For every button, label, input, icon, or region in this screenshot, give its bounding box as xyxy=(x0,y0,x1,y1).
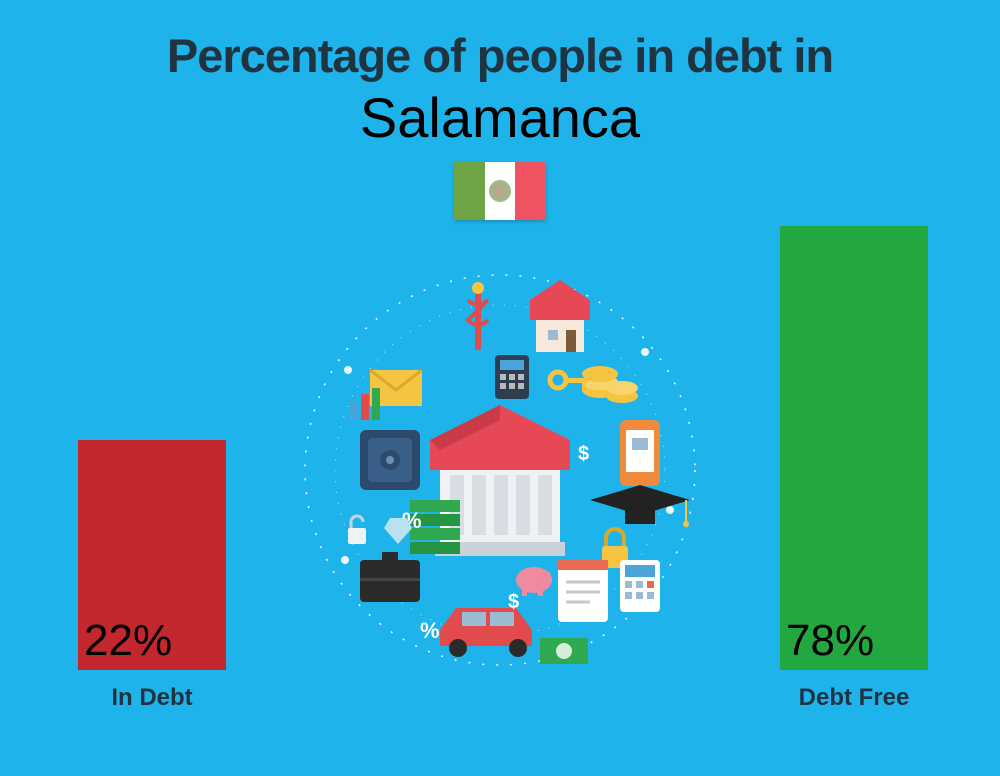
flag-stripe-green xyxy=(454,162,485,220)
bar-value-in-debt: 22% xyxy=(84,616,172,666)
diamond-icon xyxy=(384,518,412,544)
phone-icon xyxy=(620,420,660,486)
safe-icon xyxy=(360,430,420,490)
medical-icon xyxy=(468,282,488,350)
clipboard-icon xyxy=(558,560,608,622)
briefcase-icon xyxy=(360,552,420,602)
flag-emblem xyxy=(489,180,511,202)
grad-cap-icon xyxy=(590,485,690,527)
page-title: Percentage of people in debt in xyxy=(0,0,1000,83)
bar-group-in-debt: 22% In Debt xyxy=(78,440,226,712)
bar-group-debt-free: 78% Debt Free xyxy=(780,226,928,712)
bar-value-debt-free: 78% xyxy=(786,616,874,666)
bar-label-debt-free: Debt Free xyxy=(799,684,910,712)
finance-illustration: % % $ $ xyxy=(290,260,710,680)
bar-debt-free: 78% xyxy=(780,226,928,670)
flag-stripe-red xyxy=(515,162,546,220)
open-lock-icon xyxy=(348,516,366,544)
svg-text:$: $ xyxy=(578,443,589,465)
car-icon xyxy=(440,608,532,657)
mexico-flag xyxy=(454,162,546,220)
svg-text:%: % xyxy=(420,618,440,643)
svg-text:$: $ xyxy=(508,591,519,613)
location-subtitle: Salamanca xyxy=(0,85,1000,150)
calculator-icon xyxy=(495,355,529,399)
coins-icon xyxy=(582,366,638,403)
house-icon xyxy=(530,280,590,352)
bar-label-in-debt: In Debt xyxy=(111,684,192,712)
cash-bill-icon xyxy=(540,638,588,664)
calculator-big-icon xyxy=(620,560,660,612)
bar-in-debt: 22% xyxy=(78,440,226,670)
chart-icon xyxy=(350,388,380,420)
piggy-bank-icon xyxy=(516,567,552,596)
